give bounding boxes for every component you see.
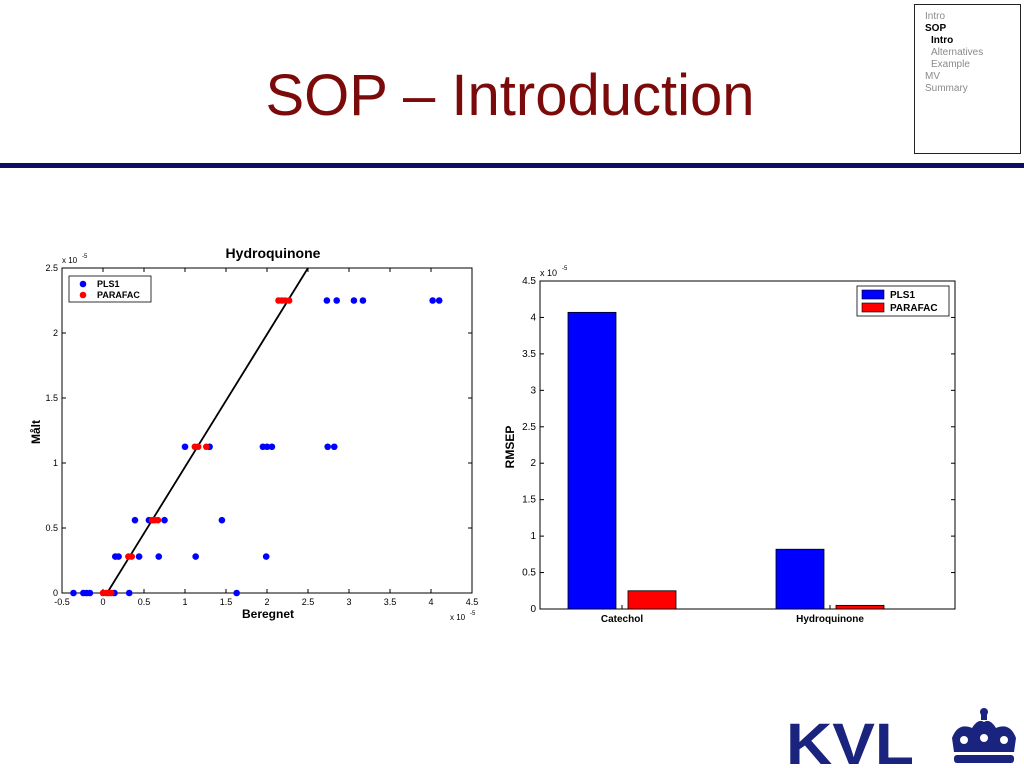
x-tick-label: 1.5 (220, 597, 233, 607)
y-tick-label: 0 (530, 604, 536, 615)
legend-marker (79, 280, 87, 288)
data-point-pls1 (323, 297, 331, 304)
x-tick-label: -0.5 (54, 597, 70, 607)
y-tick-label: 2 (530, 458, 536, 469)
nav-item-summary[interactable]: Summary (925, 83, 968, 94)
x-tick-label: 1 (182, 597, 187, 607)
x-tick-label: 2.5 (302, 597, 315, 607)
data-point-parafac (285, 297, 293, 304)
data-point-pls1 (262, 553, 270, 560)
x-tick-label: 3 (346, 597, 351, 607)
y-multiplier: x 10 (62, 256, 78, 265)
nav-item-mv[interactable]: MV (925, 71, 940, 82)
legend-swatch (861, 302, 885, 313)
nav-panel: Intro SOP Intro Alternatives Example MV Summar… (914, 4, 1021, 154)
data-point-parafac (107, 589, 115, 597)
y-axis-label: RMSEP (503, 426, 517, 469)
legend-label: PARAFAC (97, 290, 140, 300)
y-tick-label: 1.5 (522, 495, 536, 506)
data-point-pls1 (192, 553, 199, 560)
data-point-pls1 (115, 553, 122, 560)
y-tick-label: 3.5 (522, 349, 536, 360)
data-point-pls1 (429, 297, 436, 304)
y-exponent: -5 (82, 254, 88, 260)
legend-label: PLS1 (890, 290, 915, 301)
data-point-pls1 (218, 516, 226, 524)
y-tick-label: 0.5 (522, 568, 536, 579)
logo-text: KVL (786, 712, 914, 768)
data-point-pls1 (86, 589, 94, 597)
data-point-parafac (194, 443, 202, 451)
bar-pls1 (775, 548, 825, 610)
crown-icon (952, 708, 1016, 763)
data-point-pls1 (263, 443, 271, 451)
y-tick-label: 1 (53, 458, 58, 468)
nav-item-intro[interactable]: Intro (925, 11, 946, 22)
legend-label: PARAFAC (890, 303, 938, 314)
data-point-pls1 (435, 297, 443, 304)
data-point-parafac (203, 443, 210, 451)
reference-line (106, 267, 309, 594)
legend-swatch (861, 289, 885, 300)
chart-title: Hydroquinone (226, 245, 321, 261)
bar-pls1 (567, 311, 617, 610)
data-point-pls1 (333, 297, 341, 304)
y-exponent: -5 (562, 266, 568, 272)
data-point-pls1 (330, 443, 338, 451)
page-title: SOP – Introduction (265, 63, 755, 128)
bar-chart: 0 0.5 1 1.5 2 2.5 3 3.5 4 4.5 x 10 -5 RMSEP Catechol H… (503, 266, 956, 625)
data-point-pls1 (324, 443, 331, 451)
data-point-parafac (154, 516, 162, 524)
data-point-pls1 (135, 553, 143, 560)
y-axis-label: Målt (29, 420, 43, 444)
data-point-pls1 (350, 297, 358, 304)
scatter-chart: -0.5 0 0.5 1 1.5 2 2.5 3 3.5 4 4.500.511.522.5Hydr… (29, 245, 478, 622)
bar-parafac (627, 590, 677, 610)
y-tick-label: 4 (530, 312, 536, 323)
data-point-parafac (128, 553, 135, 560)
title-rule (0, 163, 1024, 168)
nav-item-sop[interactable]: SOP (925, 23, 947, 34)
x-tick-label: Catechol (601, 614, 643, 625)
data-point-pls1 (131, 516, 139, 524)
nav-item-intro[interactable]: Intro (931, 35, 954, 46)
x-multiplier: x 10 (450, 613, 466, 622)
data-point-pls1 (161, 516, 168, 524)
bar-parafac (835, 604, 885, 610)
data-point-pls1 (70, 589, 77, 597)
x-tick-label: 3.5 (384, 597, 397, 607)
plot-frame (61, 267, 473, 594)
x-tick-label: 0 (100, 597, 105, 607)
y-tick-label: 1.5 (45, 393, 58, 403)
data-point-pls1 (155, 553, 163, 560)
data-point-pls1 (268, 443, 276, 451)
x-tick-label: Hydroquinone (796, 614, 864, 625)
x-tick-label: 0.5 (138, 597, 151, 607)
nav-item-example[interactable]: Example (931, 59, 970, 70)
y-multiplier: x 10 (540, 268, 557, 278)
x-exponent: -5 (470, 611, 476, 617)
y-tick-label: 2 (53, 328, 58, 338)
x-tick-label: 4 (428, 597, 433, 607)
data-point-pls1 (359, 297, 367, 304)
nav-item-alternatives[interactable]: Alternatives (931, 47, 984, 58)
y-tick-label: 3 (530, 385, 536, 396)
y-tick-label: 2.5 (522, 422, 536, 433)
y-tick-label: 2.5 (45, 263, 58, 273)
kvl-logo: KVL (786, 708, 1016, 768)
x-axis-label: Beregnet (242, 607, 294, 621)
y-tick-label: 0.5 (45, 523, 58, 533)
legend-label: PLS1 (97, 279, 120, 289)
data-point-pls1 (233, 589, 240, 597)
y-tick-label: 4.5 (522, 276, 536, 287)
data-point-pls1 (181, 443, 189, 451)
data-point-pls1 (125, 589, 133, 597)
legend-marker (79, 291, 87, 299)
y-tick-label: 1 (530, 531, 536, 542)
x-tick-label: 4.5 (466, 597, 479, 607)
y-tick-label: 0 (53, 588, 58, 598)
x-tick-label: 2 (264, 597, 269, 607)
